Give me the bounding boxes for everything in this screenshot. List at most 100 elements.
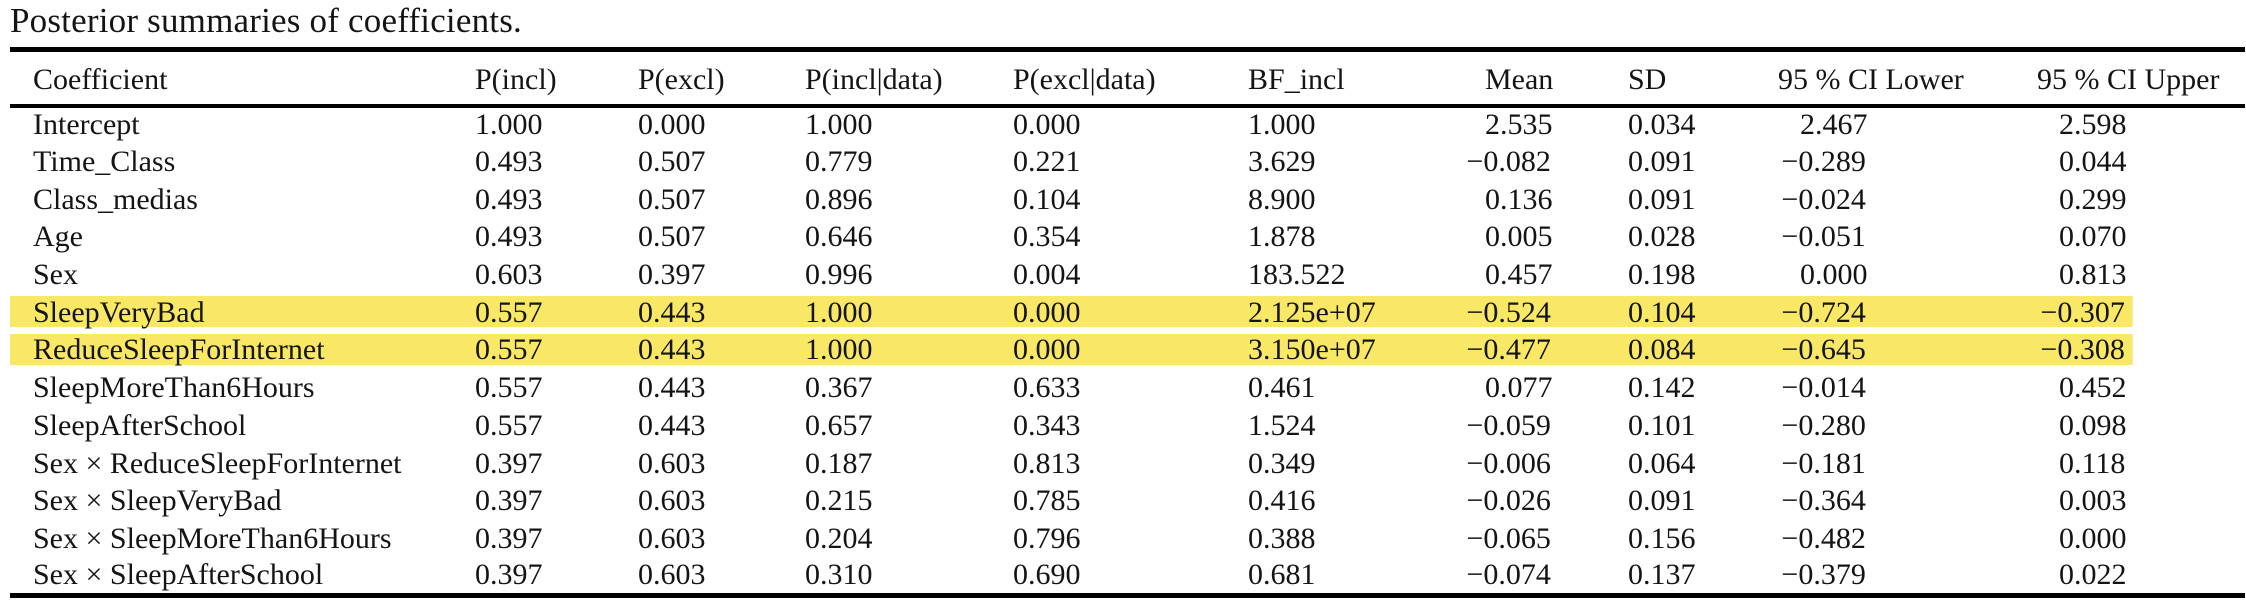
table-title: Posterior summaries of coefficients. [10,1,522,40]
cell-sd: 0.142 [1628,371,1696,405]
cell-p-excl-data: 0.785 [1013,484,1081,518]
table-header-row: Coefficient P(incl) P(excl) P(incl|data) P(e… [10,49,2245,108]
cell-p-incl: 0.397 [475,446,543,480]
table-row: Sex 0.603 0.397 0.996 0.004 183.522 0.457 0.198… [10,256,2245,294]
cell-p-incl-data: 1.000 [805,108,873,142]
cell-mean: −0.065 [1466,521,1551,555]
cell-p-excl-data: 0.221 [1013,145,1081,179]
cell-mean: −0.026 [1466,484,1551,518]
column-header-sd: SD [1628,49,1778,108]
cell-mean: 0.005 [1485,220,1553,254]
cell-p-incl-data: 0.310 [805,558,873,592]
cell-p-incl: 0.397 [475,484,543,518]
cell-ci-upper: −0.307 [2037,293,2245,332]
cell-p-incl: 0.557 [475,371,543,405]
cell-p-excl-data: 0.004 [1013,258,1081,292]
cell-ci-upper: 0.813 [2059,258,2127,292]
cell-ci-lower: −0.482 [1781,521,1866,555]
column-header-ci-lower: 95 % CI Lower [1778,49,2037,108]
cell-coefficient: SleepMoreThan6Hours [33,371,315,405]
cell-bf-incl: 3.629 [1248,145,1316,179]
cell-p-excl-data: 0.690 [1013,558,1081,592]
cell-p-excl: 0.443 [638,331,805,370]
cell-mean: 0.077 [1485,371,1553,405]
cell-bf-incl: 0.416 [1248,484,1316,518]
cell-bf-incl: 2.125e+07 [1248,293,1485,332]
cell-p-excl: 0.397 [638,258,706,292]
cell-coefficient: Sex × SleepAfterSchool [33,558,324,592]
cell-bf-incl: 1.000 [1248,108,1316,142]
cell-p-excl: 0.507 [638,182,706,216]
cell-sd: 0.091 [1628,182,1696,216]
cell-coefficient: SleepVeryBad [10,293,475,332]
cell-ci-lower: −0.051 [1781,220,1866,254]
cell-bf-incl: 0.681 [1248,558,1316,592]
cell-sd: 0.198 [1628,258,1696,292]
cell-coefficient: Sex × ReduceSleepForInternet [33,446,402,480]
cell-mean: −0.524 [1466,293,1628,332]
cell-coefficient: Class_medias [33,182,198,216]
cell-ci-lower: −0.014 [1781,371,1866,405]
cell-ci-upper: 0.003 [2059,484,2127,518]
cell-p-excl-data: 0.000 [1013,331,1248,370]
cell-ci-upper: 0.044 [2059,145,2127,179]
cell-p-incl: 0.397 [475,521,543,555]
cell-mean: −0.074 [1466,558,1551,592]
cell-ci-upper: 0.070 [2059,220,2127,254]
cell-coefficient: SleepAfterSchool [33,408,247,442]
cell-ci-upper: 0.000 [2059,521,2127,555]
table-row: Sex × SleepAfterSchool 0.397 0.603 0.310 0.6… [10,558,2245,596]
table-row: Sex × SleepMoreThan6Hours 0.397 0.603 0.204… [10,520,2245,558]
cell-p-excl-data: 0.343 [1013,408,1081,442]
cell-ci-upper: 0.098 [2059,408,2127,442]
cell-p-incl-data: 0.779 [805,145,873,179]
cell-sd: 0.084 [1628,331,1778,370]
cell-ci-lower: 0.000 [1800,258,1868,292]
cell-p-incl-data: 0.996 [805,258,873,292]
cell-p-incl-data: 1.000 [805,293,1013,332]
cell-p-excl-data: 0.633 [1013,371,1081,405]
cell-p-incl: 0.493 [475,145,543,179]
cell-bf-incl: 0.349 [1248,446,1316,480]
posterior-summaries-table: Coefficient P(incl) P(excl) P(incl|data) P(e… [10,47,2245,598]
cell-p-incl: 0.557 [475,408,543,442]
cell-mean: −0.082 [1466,145,1551,179]
column-header-p-excl: P(excl) [638,49,805,108]
cell-ci-lower: −0.289 [1781,145,1866,179]
column-header-bf-incl: BF_incl [1248,49,1485,108]
cell-p-incl-data: 1.000 [805,331,1013,370]
cell-sd: 0.137 [1628,558,1696,592]
cell-bf-incl: 1.524 [1248,408,1316,442]
table-row: SleepMoreThan6Hours 0.557 0.443 0.367 0.633 0… [10,369,2245,407]
cell-coefficient: Sex × SleepVeryBad [33,484,282,518]
cell-p-incl-data: 0.657 [805,408,873,442]
cell-sd: 0.101 [1628,408,1696,442]
cell-sd: 0.156 [1628,521,1696,555]
cell-coefficient: ReduceSleepForInternet [10,331,475,370]
cell-ci-lower: −0.364 [1781,484,1866,518]
cell-ci-upper: 0.118 [2059,446,2126,480]
cell-p-incl-data: 0.204 [805,521,873,555]
cell-p-incl-data: 0.896 [805,182,873,216]
cell-ci-upper: 0.452 [2059,371,2127,405]
cell-ci-lower: −0.181 [1781,446,1866,480]
cell-mean: 0.136 [1485,182,1553,216]
cell-ci-lower: −0.024 [1781,182,1866,216]
cell-p-excl: 0.603 [638,521,706,555]
cell-bf-incl: 183.522 [1248,258,1346,292]
cell-ci-upper: 0.022 [2059,558,2127,592]
cell-sd: 0.104 [1628,293,1778,332]
cell-p-excl: 0.443 [638,293,805,332]
cell-ci-upper: 2.598 [2059,108,2127,142]
cell-p-excl-data: 0.104 [1013,182,1081,216]
cell-p-excl: 0.507 [638,220,706,254]
cell-ci-lower: −0.645 [1778,331,2037,370]
cell-p-incl-data: 0.367 [805,371,873,405]
table-row: Intercept 1.000 0.000 1.000 0.000 1.000 2.535 0… [10,106,2245,144]
cell-p-incl-data: 0.215 [805,484,873,518]
cell-sd: 0.091 [1628,484,1696,518]
cell-p-incl: 0.557 [475,293,638,332]
cell-ci-lower: −0.280 [1781,408,1866,442]
cell-p-incl-data: 0.646 [805,220,873,254]
